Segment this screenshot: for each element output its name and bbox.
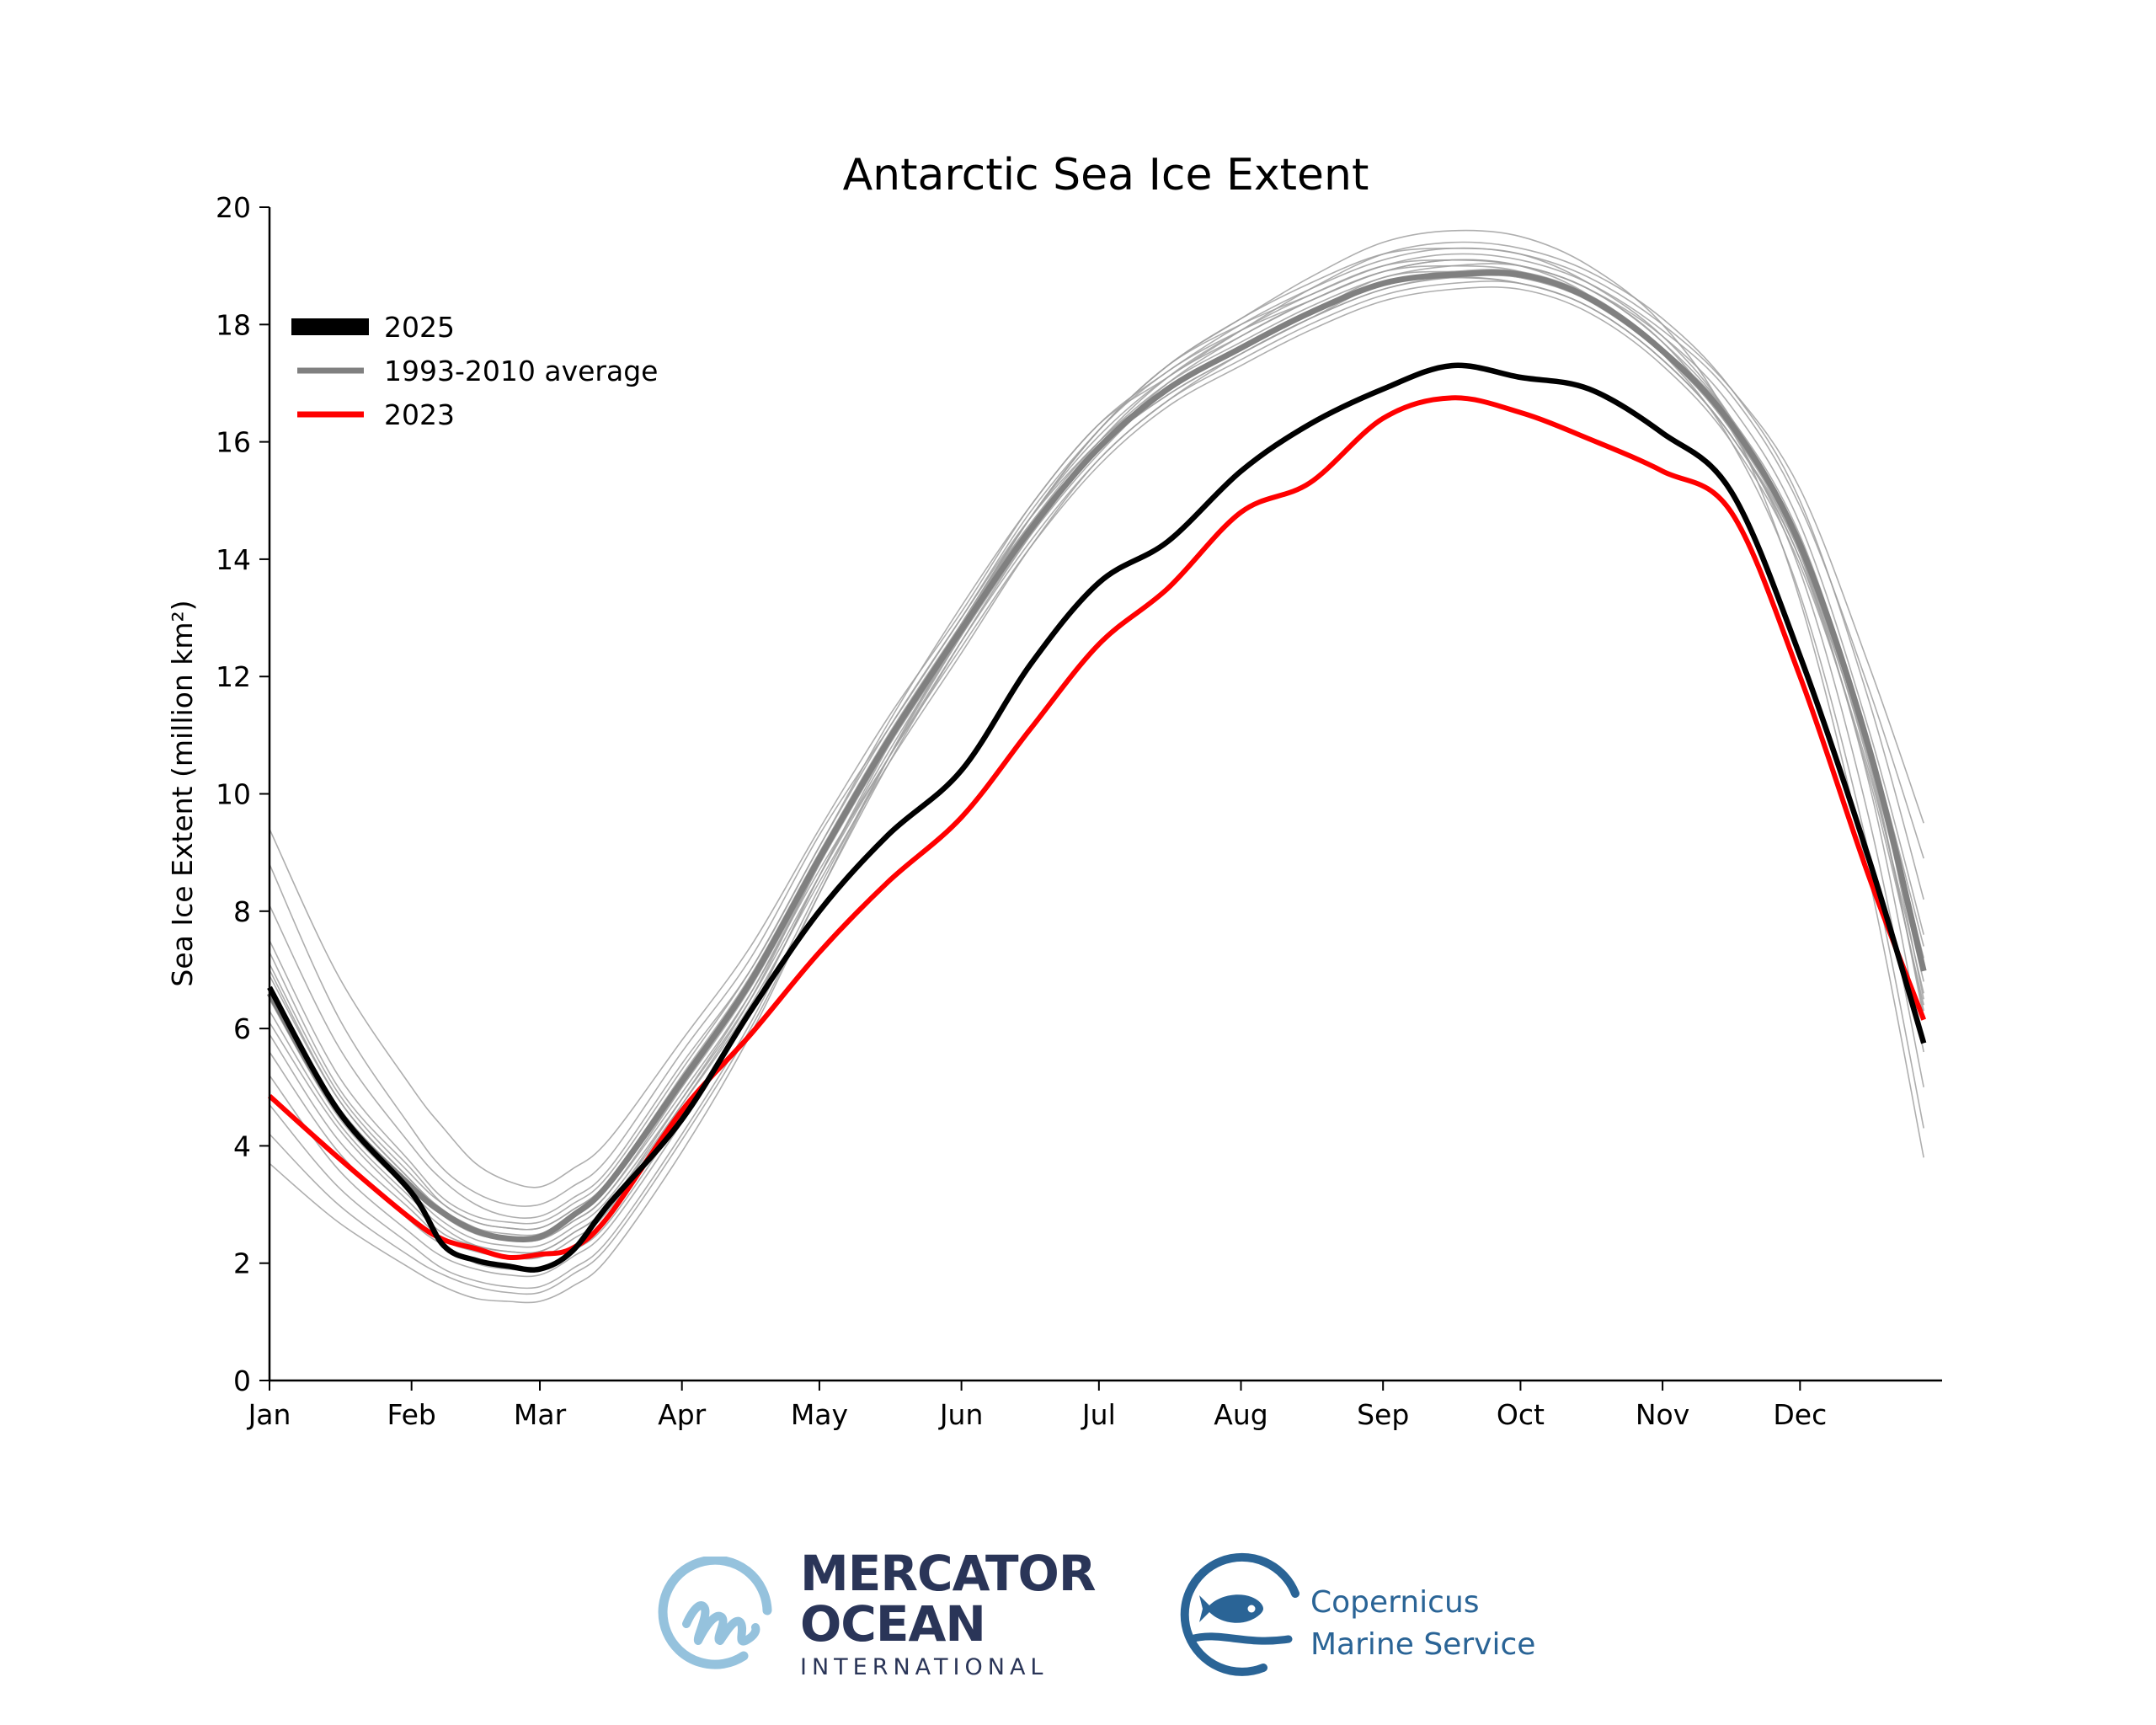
legend-swatch-2025 (291, 318, 369, 335)
year-line-2007 (269, 248, 1924, 1278)
year-line-1995 (269, 241, 1924, 1219)
main-series-lines (266, 270, 1927, 1273)
year-line-2002 (269, 286, 1924, 1248)
x-tick-label-mar: Mar (514, 1398, 567, 1431)
copernicus-marine-logo: Copernicus Marine Service (1169, 1550, 1556, 1685)
year-line-2001 (269, 280, 1924, 1242)
copernicus-fish-emblem-icon (1180, 1552, 1299, 1676)
y-tick-label: 12 (216, 660, 251, 693)
year-line-2005 (269, 259, 1924, 1260)
copernicus-line-2: Marine Service (1310, 1627, 1536, 1662)
copernicus-wordmark: Copernicus Marine Service (1310, 1582, 1535, 1666)
year-line-2009 (269, 259, 1924, 1295)
sea-ice-chart: Antarctic Sea Ice Extent 0 2 4 6 8 10 12 14 16 18… (166, 150, 1942, 1431)
y-tick-label: 2 (233, 1247, 251, 1280)
year-line-1998 (269, 269, 1924, 1231)
x-tick-label-feb: Feb (387, 1398, 435, 1431)
x-tick-label-apr: Apr (658, 1398, 707, 1431)
mercator-line-1: MERCATOR (800, 1545, 1096, 1602)
year-line-2003 (269, 276, 1924, 1254)
legend-label: 1993-2010 average (384, 355, 658, 387)
year-line-2000 (269, 275, 1924, 1242)
mercator-line-3: INTERNATIONAL (800, 1654, 1049, 1680)
y-tick-label: 0 (233, 1365, 251, 1397)
year-line-2004 (269, 264, 1924, 1254)
year-line-1994 (269, 253, 1924, 1208)
legend-label: 2025 (384, 311, 455, 344)
logos-footer: MERCATOR OCEAN INTERNATIONAL Copernicus … (0, 1533, 2156, 1685)
y-tick-label: 8 (233, 895, 251, 928)
year-line-1993 (269, 247, 1924, 1188)
mercator-emblem-icon (658, 1557, 772, 1669)
y-axis-label: Sea Ice Extent (million km²) (166, 600, 199, 986)
x-axis-ticks: Jan Feb Mar Apr May Jun Jul Aug Sep Oct Nov Dec (247, 1381, 1827, 1431)
x-tick-label-oct: Oct (1497, 1398, 1545, 1431)
y-tick-label: 4 (233, 1130, 251, 1162)
y-tick-label: 16 (216, 426, 251, 459)
y-axis-ticks: 0 2 4 6 8 10 12 14 16 18 20 (216, 191, 270, 1397)
y-tick-label: 10 (216, 778, 251, 811)
x-tick-label-aug: Aug (1214, 1398, 1267, 1431)
chart-title: Antarctic Sea Ice Extent (843, 150, 1369, 200)
x-tick-label-jan: Jan (247, 1398, 291, 1431)
year-line-2010 (269, 229, 1924, 1304)
year-line-1999 (269, 270, 1924, 1236)
x-tick-label-jun: Jun (938, 1398, 984, 1431)
year-line-2008 (269, 259, 1924, 1290)
series-line-2023 (267, 395, 1927, 1260)
y-tick-label: 18 (216, 308, 251, 341)
copernicus-line-1: Copernicus (1310, 1585, 1480, 1620)
mercator-line-2: OCEAN (800, 1595, 986, 1653)
legend: 2025 1993-2010 average 2023 (291, 311, 658, 431)
individual-year-lines (269, 229, 1924, 1304)
mercator-ocean-logo: MERCATOR OCEAN INTERNATIONAL (653, 1540, 1096, 1683)
year-line-1996 (269, 263, 1924, 1225)
y-tick-label: 20 (216, 191, 251, 224)
legend-label: 2023 (384, 398, 455, 431)
year-line-1997 (269, 270, 1924, 1231)
x-tick-label-dec: Dec (1773, 1398, 1827, 1431)
x-tick-label-sep: Sep (1357, 1398, 1409, 1431)
mercator-wordmark: MERCATOR OCEAN INTERNATIONAL (800, 1545, 1096, 1683)
series-line-2025 (267, 362, 1927, 1273)
x-tick-label-jul: Jul (1081, 1398, 1116, 1431)
y-tick-label: 6 (233, 1012, 251, 1045)
x-tick-label-may: May (791, 1398, 848, 1431)
series-line-1993-2010-average (266, 270, 1927, 1242)
x-tick-label-nov: Nov (1636, 1398, 1689, 1431)
y-tick-label: 14 (216, 543, 251, 576)
